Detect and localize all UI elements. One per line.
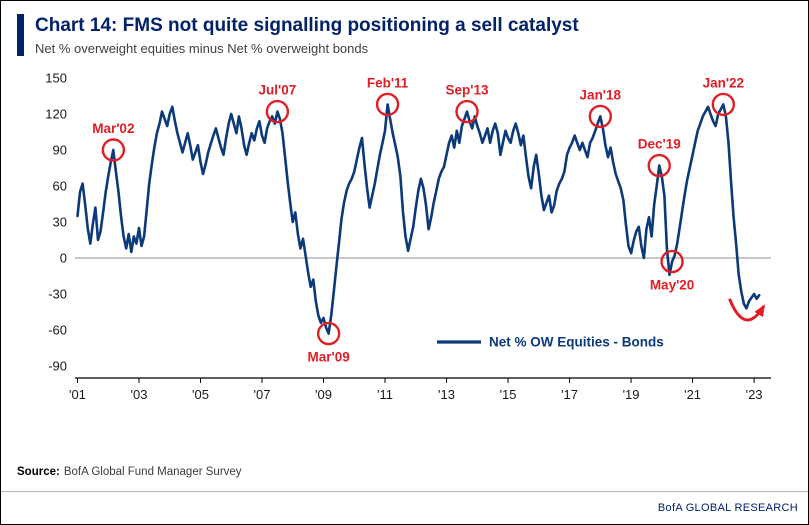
chart-area: '01 '03 '05 '07 '09 '11 '13 '15 '17 '19 '21 '23 150 1…	[13, 68, 808, 413]
x-axis-tick-label: '21	[684, 387, 701, 402]
series-line	[76, 102, 761, 335]
x-axis-tick-label: '05	[192, 387, 209, 402]
chart-canvas: '01 '03 '05 '07 '09 '11 '13 '15 '17 '19 '21 '23 150 1…	[45, 70, 771, 402]
annotation-label: Jan'22	[703, 75, 745, 90]
annotation-label: Mar'09	[308, 349, 350, 364]
chart-header: Chart 14: FMS not quite signalling posit…	[17, 14, 792, 56]
x-axis-tick-label: '17	[561, 387, 578, 402]
annotation-circle	[316, 321, 341, 346]
y-axis-tick-label: 90	[53, 142, 67, 157]
y-axis-tick-label: 60	[53, 178, 67, 193]
annotation-label: Jul'07	[259, 82, 297, 97]
brand-text: BofA GLOBAL RESEARCH	[657, 502, 798, 514]
annotation-label: Feb'11	[367, 75, 409, 90]
y-axis-tick-label: 150	[45, 70, 67, 85]
source-text: BofA Global Fund Manager Survey	[63, 466, 242, 478]
annotation-circle	[375, 92, 400, 116]
annotation-label: Mar'02	[92, 121, 134, 136]
sell-arrow-icon	[728, 297, 766, 322]
annotation-label: Jan'18	[580, 87, 622, 102]
y-axis-tick-label: -60	[48, 322, 67, 337]
x-axis-tick-label: '15	[500, 387, 517, 402]
x-axis-tick-label: '23	[746, 387, 763, 402]
x-axis-tick-label: '01	[69, 387, 86, 402]
chart-subtitle: Net % overweight equities minus Net % ov…	[35, 40, 369, 56]
title-accent-bar	[17, 14, 24, 56]
title-block: Chart 14: FMS not quite signalling posit…	[35, 14, 579, 56]
legend-label: Net % OW Equities - Bonds	[489, 334, 664, 349]
annotation-circle	[647, 153, 671, 178]
x-axis-tick-label: '07	[254, 387, 271, 402]
annotation-circle	[660, 249, 684, 274]
x-axis-tick-label: '13	[438, 387, 455, 402]
annotation-label: Sep'13	[446, 82, 489, 97]
source-label: Source:	[17, 466, 60, 478]
x-axis-tick-label: '09	[315, 387, 332, 402]
annotation-circle	[101, 138, 126, 162]
annotation-circle	[455, 99, 479, 124]
annotation-circle	[265, 99, 290, 124]
y-axis-tick-label: 120	[45, 106, 67, 121]
annotation-circle	[588, 104, 613, 128]
y-axis-tick-label: 0	[60, 250, 67, 265]
annotation-label: May'20	[650, 277, 695, 292]
brand-row: BofA GLOBAL RESEARCH	[1, 491, 808, 516]
y-axis-tick-label: 30	[53, 214, 67, 229]
page-title: Chart 14: FMS not quite signalling posit…	[35, 15, 579, 36]
annotation-circle	[711, 92, 736, 116]
x-axis-tick-label: '19	[623, 387, 640, 402]
y-axis-tick-label: -30	[48, 286, 67, 301]
annotation-label: Dec'19	[638, 136, 681, 151]
y-axis-tick-label: -90	[48, 358, 67, 373]
x-axis-tick-label: '03	[130, 387, 147, 402]
source-line: Source: BofA Global Fund Manager Survey	[17, 466, 242, 478]
x-axis-tick-label: '11	[377, 387, 393, 402]
